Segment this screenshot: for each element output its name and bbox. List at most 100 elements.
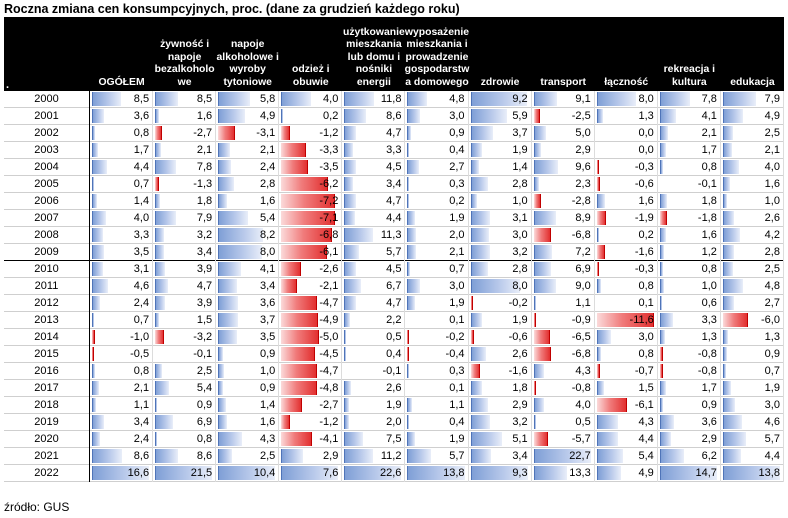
cell-value: 0,4 — [449, 416, 465, 428]
cell-value: -11,6 — [629, 314, 654, 326]
cell-value: -4,1 — [319, 433, 339, 445]
cell-value: -5,7 — [571, 433, 591, 445]
cell-value: 0,4 — [449, 144, 465, 156]
data-cell: -6,2 — [279, 176, 343, 193]
data-cell: 13,8 — [721, 465, 784, 482]
data-cell: 1,5 — [153, 312, 217, 329]
data-cell: -0,3 — [595, 159, 658, 176]
data-cell: 0,1 — [595, 295, 658, 312]
positive-bar — [407, 432, 416, 446]
data-cell: 11,3 — [342, 227, 406, 244]
cell-value: 4,0 — [133, 212, 150, 224]
positive-bar — [470, 126, 494, 140]
cell-value: 4,8 — [449, 93, 465, 105]
cell-value: 2,8 — [764, 246, 780, 258]
cell-value: 1,0 — [764, 195, 780, 207]
data-cell: 7,8 — [658, 91, 721, 108]
cell-value: 3,7 — [512, 127, 528, 139]
positive-bar — [407, 364, 410, 378]
positive-bar — [596, 228, 599, 242]
cell-value: 2,6 — [386, 382, 402, 394]
cell-value: 4,7 — [386, 297, 402, 309]
data-cell: 2,1 — [721, 142, 784, 159]
cell-value: -2,7 — [319, 399, 339, 411]
cell-value: 21,5 — [190, 467, 213, 479]
cell-value: 0,9 — [449, 127, 465, 139]
cell-value: 8,2 — [259, 229, 276, 241]
year-label: 2019 — [4, 414, 90, 431]
positive-bar — [92, 177, 95, 191]
negative-bar — [596, 160, 599, 174]
positive-bar — [659, 330, 665, 344]
data-cell: 1,9 — [469, 312, 532, 329]
data-cell: 3,2 — [469, 244, 532, 261]
positive-bar — [218, 415, 227, 429]
cell-value: 2,5 — [259, 450, 276, 462]
table-row: 2014 -1,0 -3,2 3,5 -5,0 0,5 -0,2 -0,6 -6,5 3,0 1,3… — [4, 329, 784, 346]
negative-bar — [281, 415, 291, 429]
positive-bar — [596, 109, 604, 123]
positive-bar — [155, 449, 178, 463]
positive-bar — [722, 364, 726, 378]
data-cell: 8,9 — [532, 210, 595, 227]
data-cell: 4,0 — [90, 210, 154, 227]
negative-bar — [596, 177, 600, 191]
data-cell: -0,8 — [658, 363, 721, 380]
positive-bar — [344, 381, 351, 395]
table-row: 2016 0,8 2,5 1,0 -4,7 -0,1 0,3 -1,6 4,3 -0,7 -0,8 0… — [4, 363, 784, 380]
column-header-4: użytkowanie mieszkania lub domu i nośnik… — [343, 26, 405, 88]
negative-bar — [281, 364, 317, 378]
cell-value: 8,6 — [133, 450, 150, 462]
positive-bar — [659, 279, 664, 293]
cell-value: -0,5 — [130, 348, 150, 360]
data-cell: 0,8 — [90, 125, 154, 142]
data-cell: 1,4 — [90, 193, 154, 210]
positive-bar — [155, 228, 164, 242]
cell-value: -0,1 — [382, 365, 402, 377]
positive-bar — [344, 347, 347, 361]
data-cell: 3,3 — [90, 227, 154, 244]
data-cell: 4,8 — [405, 91, 469, 108]
data-cell: 5,7 — [405, 448, 469, 465]
data-cell: 4,6 — [721, 414, 784, 431]
data-cell: 14,7 — [658, 465, 721, 482]
cell-value: 4,0 — [764, 161, 780, 173]
data-cell: 2,5 — [153, 363, 217, 380]
positive-bar — [155, 313, 160, 327]
year-label: 2007 — [4, 210, 90, 227]
cell-value: 0,9 — [259, 382, 276, 394]
data-cell: -7,2 — [279, 193, 343, 210]
negative-bar — [281, 177, 328, 191]
data-cell: 1,6 — [721, 176, 784, 193]
cell-value: 4,7 — [386, 127, 402, 139]
data-cell: 7,2 — [532, 244, 595, 261]
cell-value: 3,0 — [764, 399, 780, 411]
table-row: 2011 4,6 4,7 3,4 -2,1 6,7 3,0 8,0 9,0 0,8 1,0 4,8 — [4, 278, 784, 295]
positive-bar — [155, 398, 158, 412]
cell-value: 7,6 — [323, 467, 339, 479]
positive-bar — [218, 160, 232, 174]
table-row: 2015 -0,5 -0,1 0,9 -4,5 0,4 -0,4 2,6 -6,8 0,8 -0,8… — [4, 346, 784, 363]
data-cell: 9,2 — [469, 91, 532, 108]
positive-bar — [722, 245, 735, 259]
data-cell: 21,5 — [153, 465, 217, 482]
cell-value: 3,2 — [196, 229, 213, 241]
positive-bar — [218, 245, 263, 259]
positive-bar — [533, 262, 551, 276]
positive-bar — [218, 143, 230, 157]
negative-bar — [722, 313, 748, 327]
year-label: 2005 — [4, 176, 90, 193]
data-cell: 1,2 — [658, 244, 721, 261]
positive-bar — [722, 296, 735, 310]
positive-bar — [533, 449, 591, 463]
cell-value: 0,4 — [386, 348, 402, 360]
data-cell: 2,0 — [342, 414, 406, 431]
cell-value: -6,8 — [571, 348, 591, 360]
data-cell: 0,0 — [595, 125, 658, 142]
positive-bar — [407, 143, 410, 157]
data-cell: 0,4 — [405, 142, 469, 159]
cell-value: 9,6 — [575, 161, 591, 173]
data-cell: 4,7 — [342, 193, 406, 210]
cell-value: -6,0 — [761, 314, 780, 326]
negative-bar — [155, 330, 164, 344]
